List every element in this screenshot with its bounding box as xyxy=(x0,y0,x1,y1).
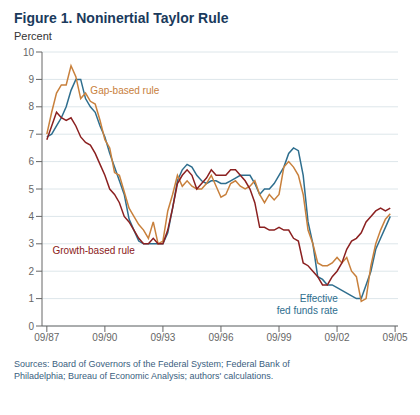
svg-text:3: 3 xyxy=(28,238,34,249)
svg-text:09/87: 09/87 xyxy=(34,332,59,343)
svg-text:1: 1 xyxy=(28,293,34,304)
svg-text:Growth-based rule: Growth-based rule xyxy=(52,245,135,256)
svg-text:Gap-based rule: Gap-based rule xyxy=(90,85,159,96)
svg-text:09/99: 09/99 xyxy=(266,332,291,343)
svg-text:4: 4 xyxy=(28,211,34,222)
svg-text:6: 6 xyxy=(28,156,34,167)
svg-text:5: 5 xyxy=(28,184,34,195)
svg-text:09/93: 09/93 xyxy=(150,332,175,343)
svg-text:09/90: 09/90 xyxy=(92,332,117,343)
svg-text:8: 8 xyxy=(28,101,34,112)
svg-text:09/05: 09/05 xyxy=(383,332,408,343)
svg-text:10: 10 xyxy=(23,47,35,58)
html-text:Sources: Board of Governors of: Sources: Board of Governors of the Feder… xyxy=(14,359,290,381)
html-text:Percent: Percent xyxy=(14,30,52,42)
svg-text:7: 7 xyxy=(28,129,34,140)
html-text:Figure 1. Noninertial Taylor R: Figure 1. Noninertial Taylor Rule xyxy=(14,10,229,26)
svg-text:0: 0 xyxy=(28,321,34,332)
svg-text:2: 2 xyxy=(28,266,34,277)
svg-text:09/96: 09/96 xyxy=(208,332,233,343)
svg-text:9: 9 xyxy=(28,74,34,85)
svg-text:Effectivefed funds rate: Effectivefed funds rate xyxy=(277,293,339,316)
svg-text:09/02: 09/02 xyxy=(325,332,350,343)
